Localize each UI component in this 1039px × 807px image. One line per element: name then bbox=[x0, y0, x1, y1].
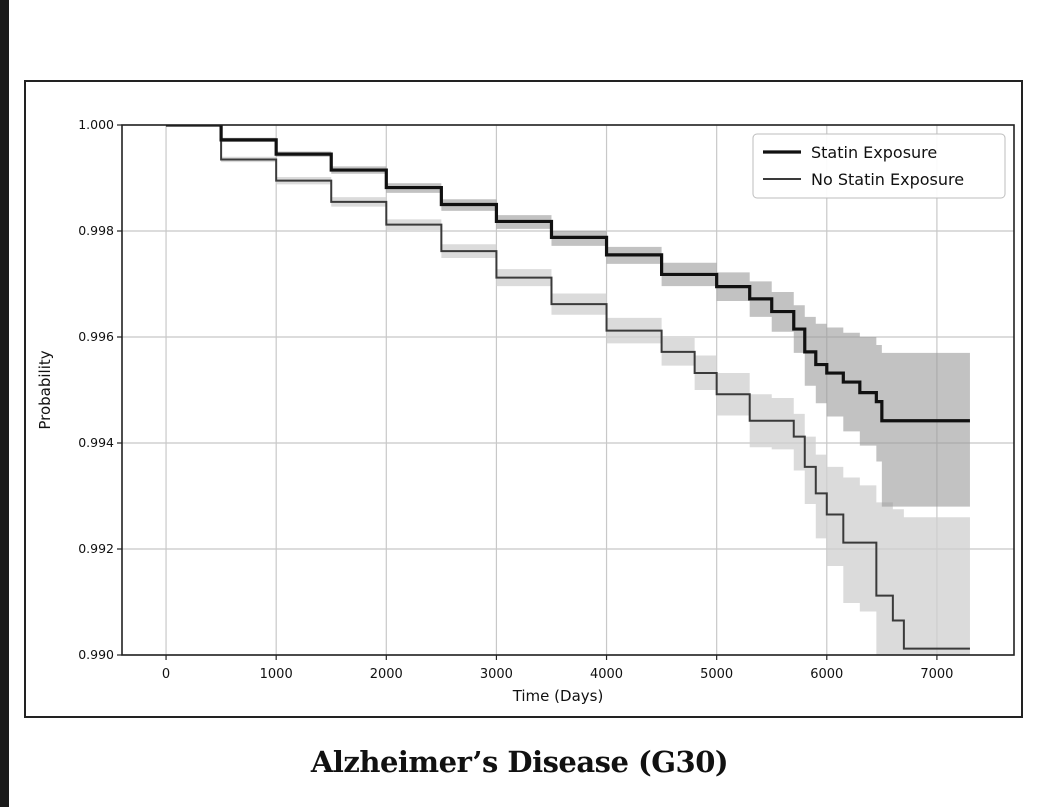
y-tick-label: 0.992 bbox=[78, 541, 114, 556]
statin-ci-band bbox=[166, 125, 970, 507]
axes-frame bbox=[121, 124, 1015, 656]
statin-line bbox=[166, 125, 970, 423]
y-tick-label: 1.000 bbox=[78, 117, 114, 132]
x-tick-label: 2000 bbox=[370, 667, 403, 682]
no-statin-ci-band bbox=[166, 125, 970, 655]
x-tick-label: 5000 bbox=[700, 667, 733, 682]
x-tick-label: 4000 bbox=[590, 667, 623, 682]
no-statin-line bbox=[166, 125, 970, 650]
y-axis-label: Probability bbox=[36, 350, 54, 429]
y-tick-label: 0.990 bbox=[78, 647, 114, 662]
x-tick-label: 3000 bbox=[480, 667, 513, 682]
y-tick-label: 0.998 bbox=[78, 223, 114, 238]
legend-label: Statin Exposure bbox=[811, 143, 937, 162]
figure-frame: 0 1000 2000 3000 4000 5000 6000 7000 0.990 0.992 0… bbox=[24, 80, 1023, 718]
figure-caption: Alzheimer’s Disease (G30) bbox=[310, 745, 729, 779]
survival-chart: 0 1000 2000 3000 4000 5000 6000 7000 0.990 0.992 0… bbox=[36, 117, 1015, 705]
plot-area bbox=[166, 125, 970, 655]
x-tick-label: 7000 bbox=[920, 667, 953, 682]
legend-label: No Statin Exposure bbox=[811, 170, 964, 189]
y-tick-label: 0.996 bbox=[78, 329, 114, 344]
y-tick-label: 0.994 bbox=[78, 435, 114, 450]
left-edge-bar bbox=[0, 0, 9, 807]
legend-box bbox=[752, 133, 1006, 199]
x-tick-label: 1000 bbox=[260, 667, 293, 682]
top-band bbox=[0, 0, 1039, 50]
x-tick-label: 0 bbox=[162, 667, 170, 682]
x-axis-label: Time (Days) bbox=[512, 687, 604, 705]
x-tick-label: 6000 bbox=[810, 667, 843, 682]
